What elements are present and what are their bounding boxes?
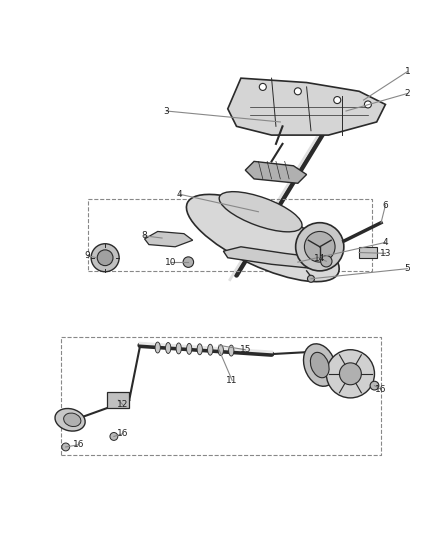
- Polygon shape: [228, 78, 385, 135]
- Circle shape: [334, 96, 341, 103]
- Ellipse shape: [187, 195, 339, 281]
- Circle shape: [110, 432, 118, 440]
- Bar: [359, 247, 377, 258]
- Text: 12: 12: [117, 400, 128, 409]
- Text: 2: 2: [405, 89, 410, 98]
- Text: 13: 13: [380, 249, 391, 258]
- Ellipse shape: [218, 345, 223, 356]
- Bar: [107, 392, 129, 408]
- Circle shape: [321, 255, 332, 267]
- Text: 16: 16: [375, 385, 387, 394]
- Circle shape: [307, 275, 314, 282]
- Text: 10: 10: [165, 257, 177, 266]
- Text: 3: 3: [163, 107, 170, 116]
- Ellipse shape: [229, 345, 234, 356]
- Text: 14: 14: [314, 254, 325, 263]
- Ellipse shape: [208, 344, 213, 355]
- Ellipse shape: [155, 342, 160, 353]
- Text: 5: 5: [404, 264, 410, 273]
- Circle shape: [364, 101, 371, 108]
- Circle shape: [62, 443, 70, 451]
- Circle shape: [97, 250, 113, 265]
- Text: 16: 16: [73, 440, 85, 449]
- Ellipse shape: [219, 192, 302, 232]
- Polygon shape: [245, 161, 307, 183]
- Text: 11: 11: [226, 376, 238, 385]
- Ellipse shape: [197, 344, 202, 355]
- Text: 15: 15: [240, 345, 251, 354]
- Circle shape: [294, 88, 301, 95]
- Text: 4: 4: [177, 190, 182, 199]
- Polygon shape: [145, 231, 193, 247]
- Ellipse shape: [304, 344, 336, 386]
- Circle shape: [183, 257, 194, 268]
- Text: 8: 8: [141, 231, 148, 240]
- Text: 4: 4: [383, 238, 388, 247]
- Circle shape: [304, 231, 335, 262]
- Ellipse shape: [55, 408, 85, 431]
- Ellipse shape: [64, 413, 81, 426]
- Ellipse shape: [166, 343, 171, 353]
- Text: 6: 6: [382, 201, 389, 209]
- Circle shape: [91, 244, 119, 272]
- Circle shape: [370, 381, 379, 390]
- Circle shape: [259, 84, 266, 91]
- Circle shape: [339, 363, 361, 385]
- Text: 1: 1: [404, 67, 410, 76]
- Ellipse shape: [311, 352, 329, 378]
- Text: 16: 16: [117, 429, 128, 438]
- Text: 9: 9: [85, 251, 91, 260]
- Polygon shape: [223, 247, 320, 269]
- Circle shape: [296, 223, 344, 271]
- Circle shape: [326, 350, 374, 398]
- Ellipse shape: [187, 343, 192, 354]
- Ellipse shape: [176, 343, 181, 354]
